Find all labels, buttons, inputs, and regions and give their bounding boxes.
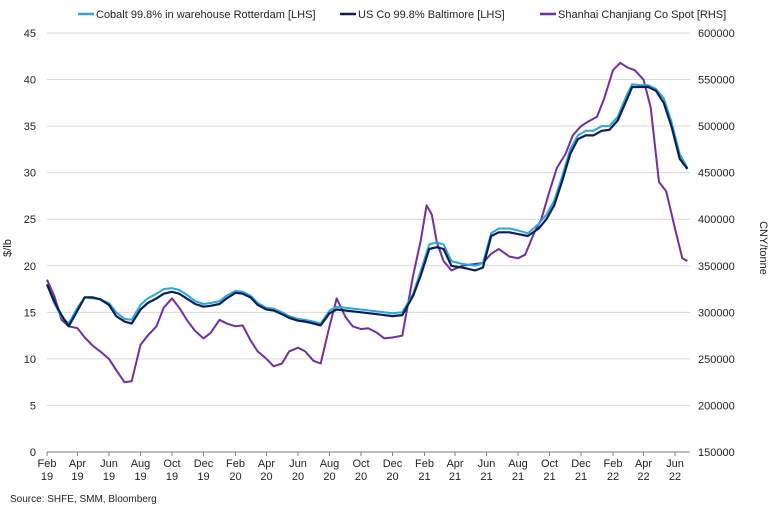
series-lines [45, 61, 689, 384]
series-line-0 [46, 83, 689, 325]
x-tick-year: 19 [134, 471, 146, 483]
y-right-tick-label: 300000 [698, 307, 735, 319]
x-tick-month: Jun [478, 458, 496, 470]
y-left-tick-label: 10 [24, 354, 36, 366]
x-tick-year: 19 [71, 471, 83, 483]
y-left-tick-label: 0 [30, 447, 36, 459]
y-right-tick-label: 250000 [698, 354, 735, 366]
x-tick-month: Apr [69, 458, 86, 470]
x-tick-year: 21 [543, 471, 555, 483]
x-tick-year: 19 [41, 471, 53, 483]
x-tick-year: 20 [229, 471, 241, 483]
x-tick-year: 19 [166, 471, 178, 483]
x-axis-ticks: Feb19Apr19Jun19Aug19Oct19Dec19Feb20Apr20… [38, 452, 684, 483]
x-tick-month: Aug [320, 458, 340, 470]
x-tick-month: Oct [163, 458, 180, 470]
left-axis-ticks: 0 5 10 15 20 25 30 35 40 45 [24, 28, 36, 459]
x-tick-month: Feb [38, 458, 57, 470]
x-tick-month: Aug [131, 458, 151, 470]
y-right-tick-label: 150000 [698, 447, 735, 459]
x-tick-month: Jun [289, 458, 307, 470]
x-tick-year: 22 [637, 471, 649, 483]
x-tick-year: 19 [197, 471, 209, 483]
y-axis-left-title: $/lb [2, 239, 14, 257]
x-tick-month: Feb [604, 458, 623, 470]
source-note: Source: SHFE, SMM, Bloomberg [10, 494, 157, 505]
x-tick-year: 20 [292, 471, 304, 483]
y-right-tick-label: 600000 [698, 28, 735, 40]
x-tick-year: 19 [103, 471, 115, 483]
legend: Cobalt 99.8% in warehouse Rotterdam [LHS… [78, 9, 726, 21]
legend-label: Shanhai Chanjiang Co Spot [RHS] [558, 9, 726, 21]
legend-label: Cobalt 99.8% in warehouse Rotterdam [LHS… [96, 9, 316, 21]
x-tick-month: Jun [666, 458, 684, 470]
x-tick-year: 22 [607, 471, 619, 483]
y-right-tick-label: 550000 [698, 75, 735, 87]
x-tick-month: Dec [383, 458, 403, 470]
y-left-tick-label: 15 [24, 307, 36, 319]
series-line-1 [45, 85, 689, 328]
y-axis-right-title: CNY/tonne [757, 221, 769, 275]
y-left-tick-label: 40 [24, 75, 36, 87]
x-tick-year: 21 [512, 471, 524, 483]
x-tick-month: Dec [194, 458, 214, 470]
x-tick-month: Oct [352, 458, 369, 470]
y-left-tick-label: 30 [24, 168, 36, 180]
y-right-tick-label: 400000 [698, 214, 735, 226]
x-tick-year: 20 [355, 471, 367, 483]
y-left-tick-label: 35 [24, 121, 36, 133]
gridlines [47, 32, 690, 453]
y-left-tick-label: 20 [24, 261, 36, 273]
x-tick-year: 21 [480, 471, 492, 483]
y-left-tick-label: 45 [24, 28, 36, 40]
y-right-tick-label: 500000 [698, 121, 735, 133]
x-tick-year: 22 [669, 471, 681, 483]
y-left-tick-label: 5 [30, 400, 36, 412]
x-tick-month: Apr [446, 458, 463, 470]
x-tick-month: Apr [258, 458, 275, 470]
y-right-tick-label: 200000 [698, 400, 735, 412]
x-tick-month: Aug [508, 458, 528, 470]
x-tick-year: 21 [418, 471, 430, 483]
x-tick-year: 21 [575, 471, 587, 483]
x-tick-year: 21 [449, 471, 461, 483]
x-tick-year: 20 [260, 471, 272, 483]
x-tick-month: Apr [635, 458, 652, 470]
series-line-2 [46, 61, 688, 384]
legend-label: US Co 99.8% Baltimore [LHS] [358, 9, 505, 21]
x-tick-month: Feb [226, 458, 245, 470]
y-right-tick-label: 450000 [698, 168, 735, 180]
y-right-tick-label: 350000 [698, 261, 735, 273]
y-left-tick-label: 25 [24, 214, 36, 226]
x-tick-year: 20 [323, 471, 335, 483]
x-tick-month: Jun [100, 458, 118, 470]
right-axis-ticks: 150000 200000 250000 300000 350000 400000 4500… [698, 28, 735, 459]
x-tick-year: 20 [386, 471, 398, 483]
x-tick-month: Feb [415, 458, 434, 470]
x-tick-month: Oct [541, 458, 558, 470]
x-tick-month: Dec [571, 458, 591, 470]
